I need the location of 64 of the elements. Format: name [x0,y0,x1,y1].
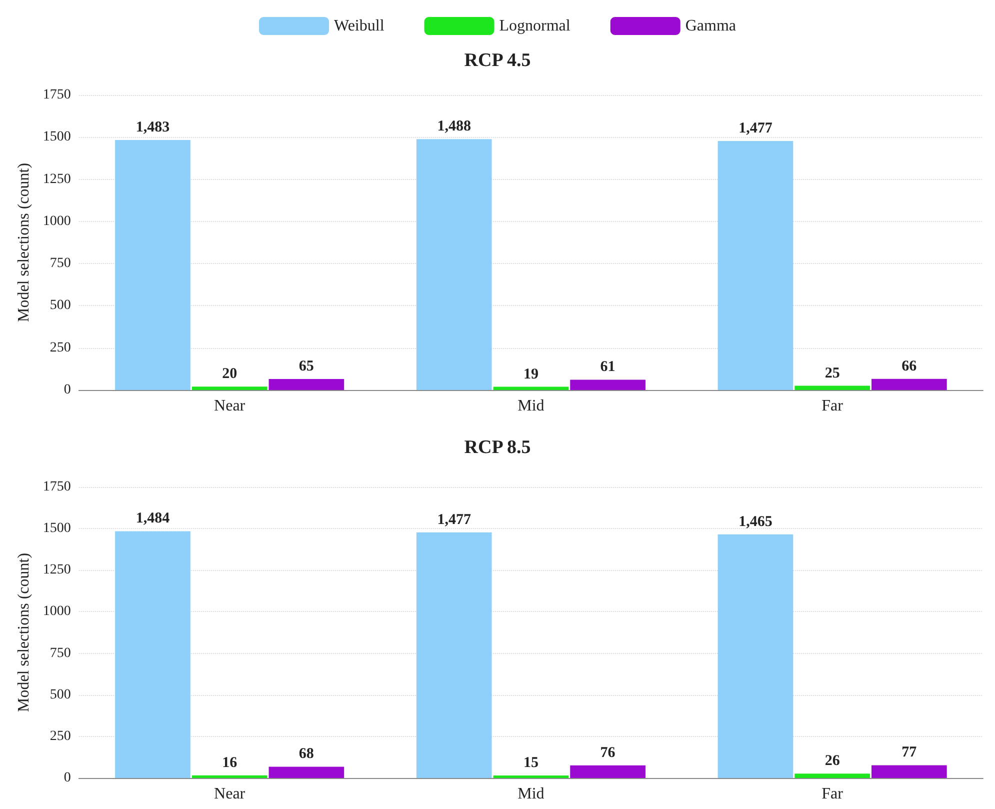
y-tick-label: 500 [50,298,71,314]
y-tick-label: 500 [50,687,71,702]
data-label: 16 [222,754,238,771]
bar [794,386,870,390]
x-tick-label: Near [214,398,246,414]
bar [268,766,344,778]
bar [268,379,344,390]
y-tick-label: 0 [64,770,71,786]
bar [416,139,492,390]
x-tick-label: Near [214,786,246,802]
y-tick-label: 1000 [42,214,71,229]
y-tick-label: 0 [64,382,71,398]
y-tick-label: 1250 [42,172,71,187]
x-tick-label: Mid [518,398,544,414]
data-label: 1,477 [738,120,773,137]
y-axis-title: Model selections (count) [16,162,32,322]
x-tick-label: Far [822,398,844,414]
data-label: 19 [523,366,538,382]
legend-label: Gamma [685,18,736,34]
y-tick-label: 1000 [42,604,71,620]
data-label: 61 [600,359,616,376]
y-tick-label: 1250 [42,562,71,578]
bar [493,386,569,390]
data-label: 76 [600,744,616,761]
data-label: 26 [824,753,840,770]
data-label: 25 [824,365,840,382]
legend-label: Weibull [334,18,385,34]
y-tick-label: 1750 [42,88,71,102]
y-tick-label: 750 [50,256,71,272]
y-tick-label: 1500 [42,521,71,536]
data-label: 20 [222,366,238,382]
bar [871,765,947,778]
y-tick-label: 750 [50,646,71,661]
data-label: 15 [523,755,538,772]
bar [570,765,646,778]
y-tick-label: 1500 [42,130,71,145]
bar [718,534,794,778]
bar [115,531,190,778]
data-label: 1,477 [437,512,472,528]
y-tick-label: 250 [50,340,71,356]
data-label: 1,483 [136,120,170,136]
bar [192,386,268,390]
bar [871,378,947,390]
chart-title: RCP 4.5 [464,50,531,71]
x-tick-label: Far [822,786,844,802]
data-label: 77 [902,744,918,761]
bar [718,141,794,390]
bar [192,775,268,778]
chart-title: RCP 8.5 [464,437,531,458]
data-label: 1,465 [738,514,772,530]
y-tick-label: 250 [50,728,71,744]
x-tick-label: Mid [518,786,544,802]
bar [115,140,190,390]
bar [794,774,870,778]
data-label: 1,488 [437,118,471,135]
data-label: 65 [298,358,314,375]
y-axis-title: Model selections (count) [16,552,32,712]
data-label: 1,484 [136,510,170,527]
y-tick-label: 1750 [42,480,71,494]
bar [416,532,492,778]
data-label: 66 [902,358,918,374]
bar [570,380,646,390]
data-label: 68 [298,746,314,762]
legend-label: Lognormal [499,18,571,34]
